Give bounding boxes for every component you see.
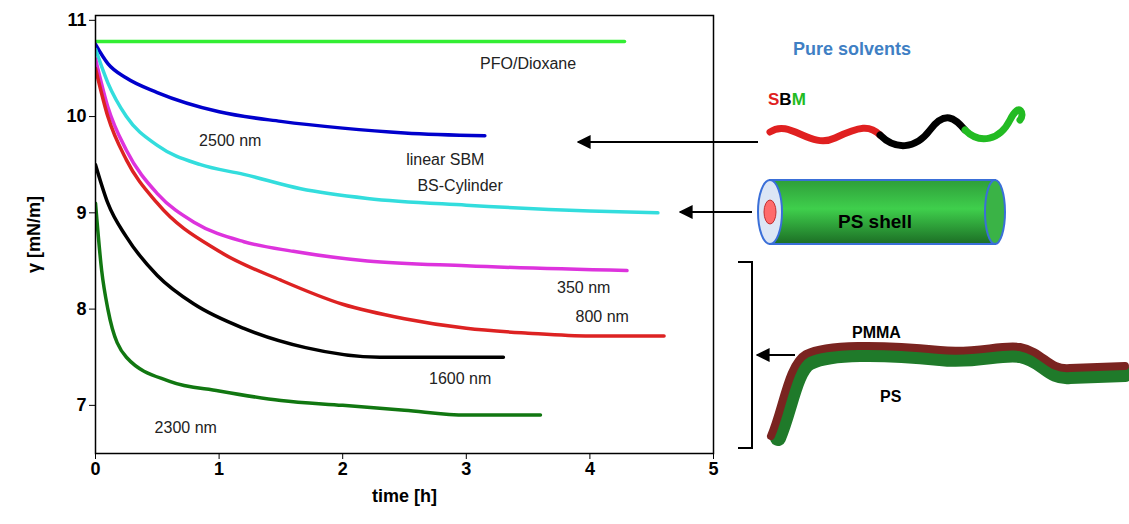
svg-text:1600 nm: 1600 nm <box>429 370 491 387</box>
svg-text:0: 0 <box>90 459 100 479</box>
svg-text:γ [mN/m]: γ [mN/m] <box>24 196 44 273</box>
svg-text:350 nm: 350 nm <box>557 279 610 296</box>
svg-text:5: 5 <box>708 459 718 479</box>
svg-text:3: 3 <box>461 459 471 479</box>
svg-text:PS shell: PS shell <box>838 211 912 232</box>
svg-text:8: 8 <box>76 299 86 319</box>
svg-text:2500 nm: 2500 nm <box>199 132 261 149</box>
svg-text:11: 11 <box>67 10 86 30</box>
svg-text:1: 1 <box>214 459 224 479</box>
svg-text:time [h]: time [h] <box>372 486 437 506</box>
svg-text:Pure solvents: Pure solvents <box>793 39 911 59</box>
svg-text:SBM: SBM <box>768 90 806 109</box>
svg-text:BS-Cylinder: BS-Cylinder <box>417 177 503 194</box>
svg-text:linear SBM: linear SBM <box>406 151 484 168</box>
svg-text:4: 4 <box>585 459 595 479</box>
svg-text:9: 9 <box>76 203 86 223</box>
svg-text:800 nm: 800 nm <box>576 308 629 325</box>
svg-text:PS: PS <box>880 388 902 405</box>
svg-text:10: 10 <box>66 106 86 126</box>
svg-text:PMMA: PMMA <box>852 324 901 341</box>
svg-text:2300 nm: 2300 nm <box>155 419 217 436</box>
svg-text:PFO/Dioxane: PFO/Dioxane <box>480 55 576 72</box>
svg-text:2: 2 <box>338 459 348 479</box>
svg-text:7: 7 <box>76 395 86 415</box>
